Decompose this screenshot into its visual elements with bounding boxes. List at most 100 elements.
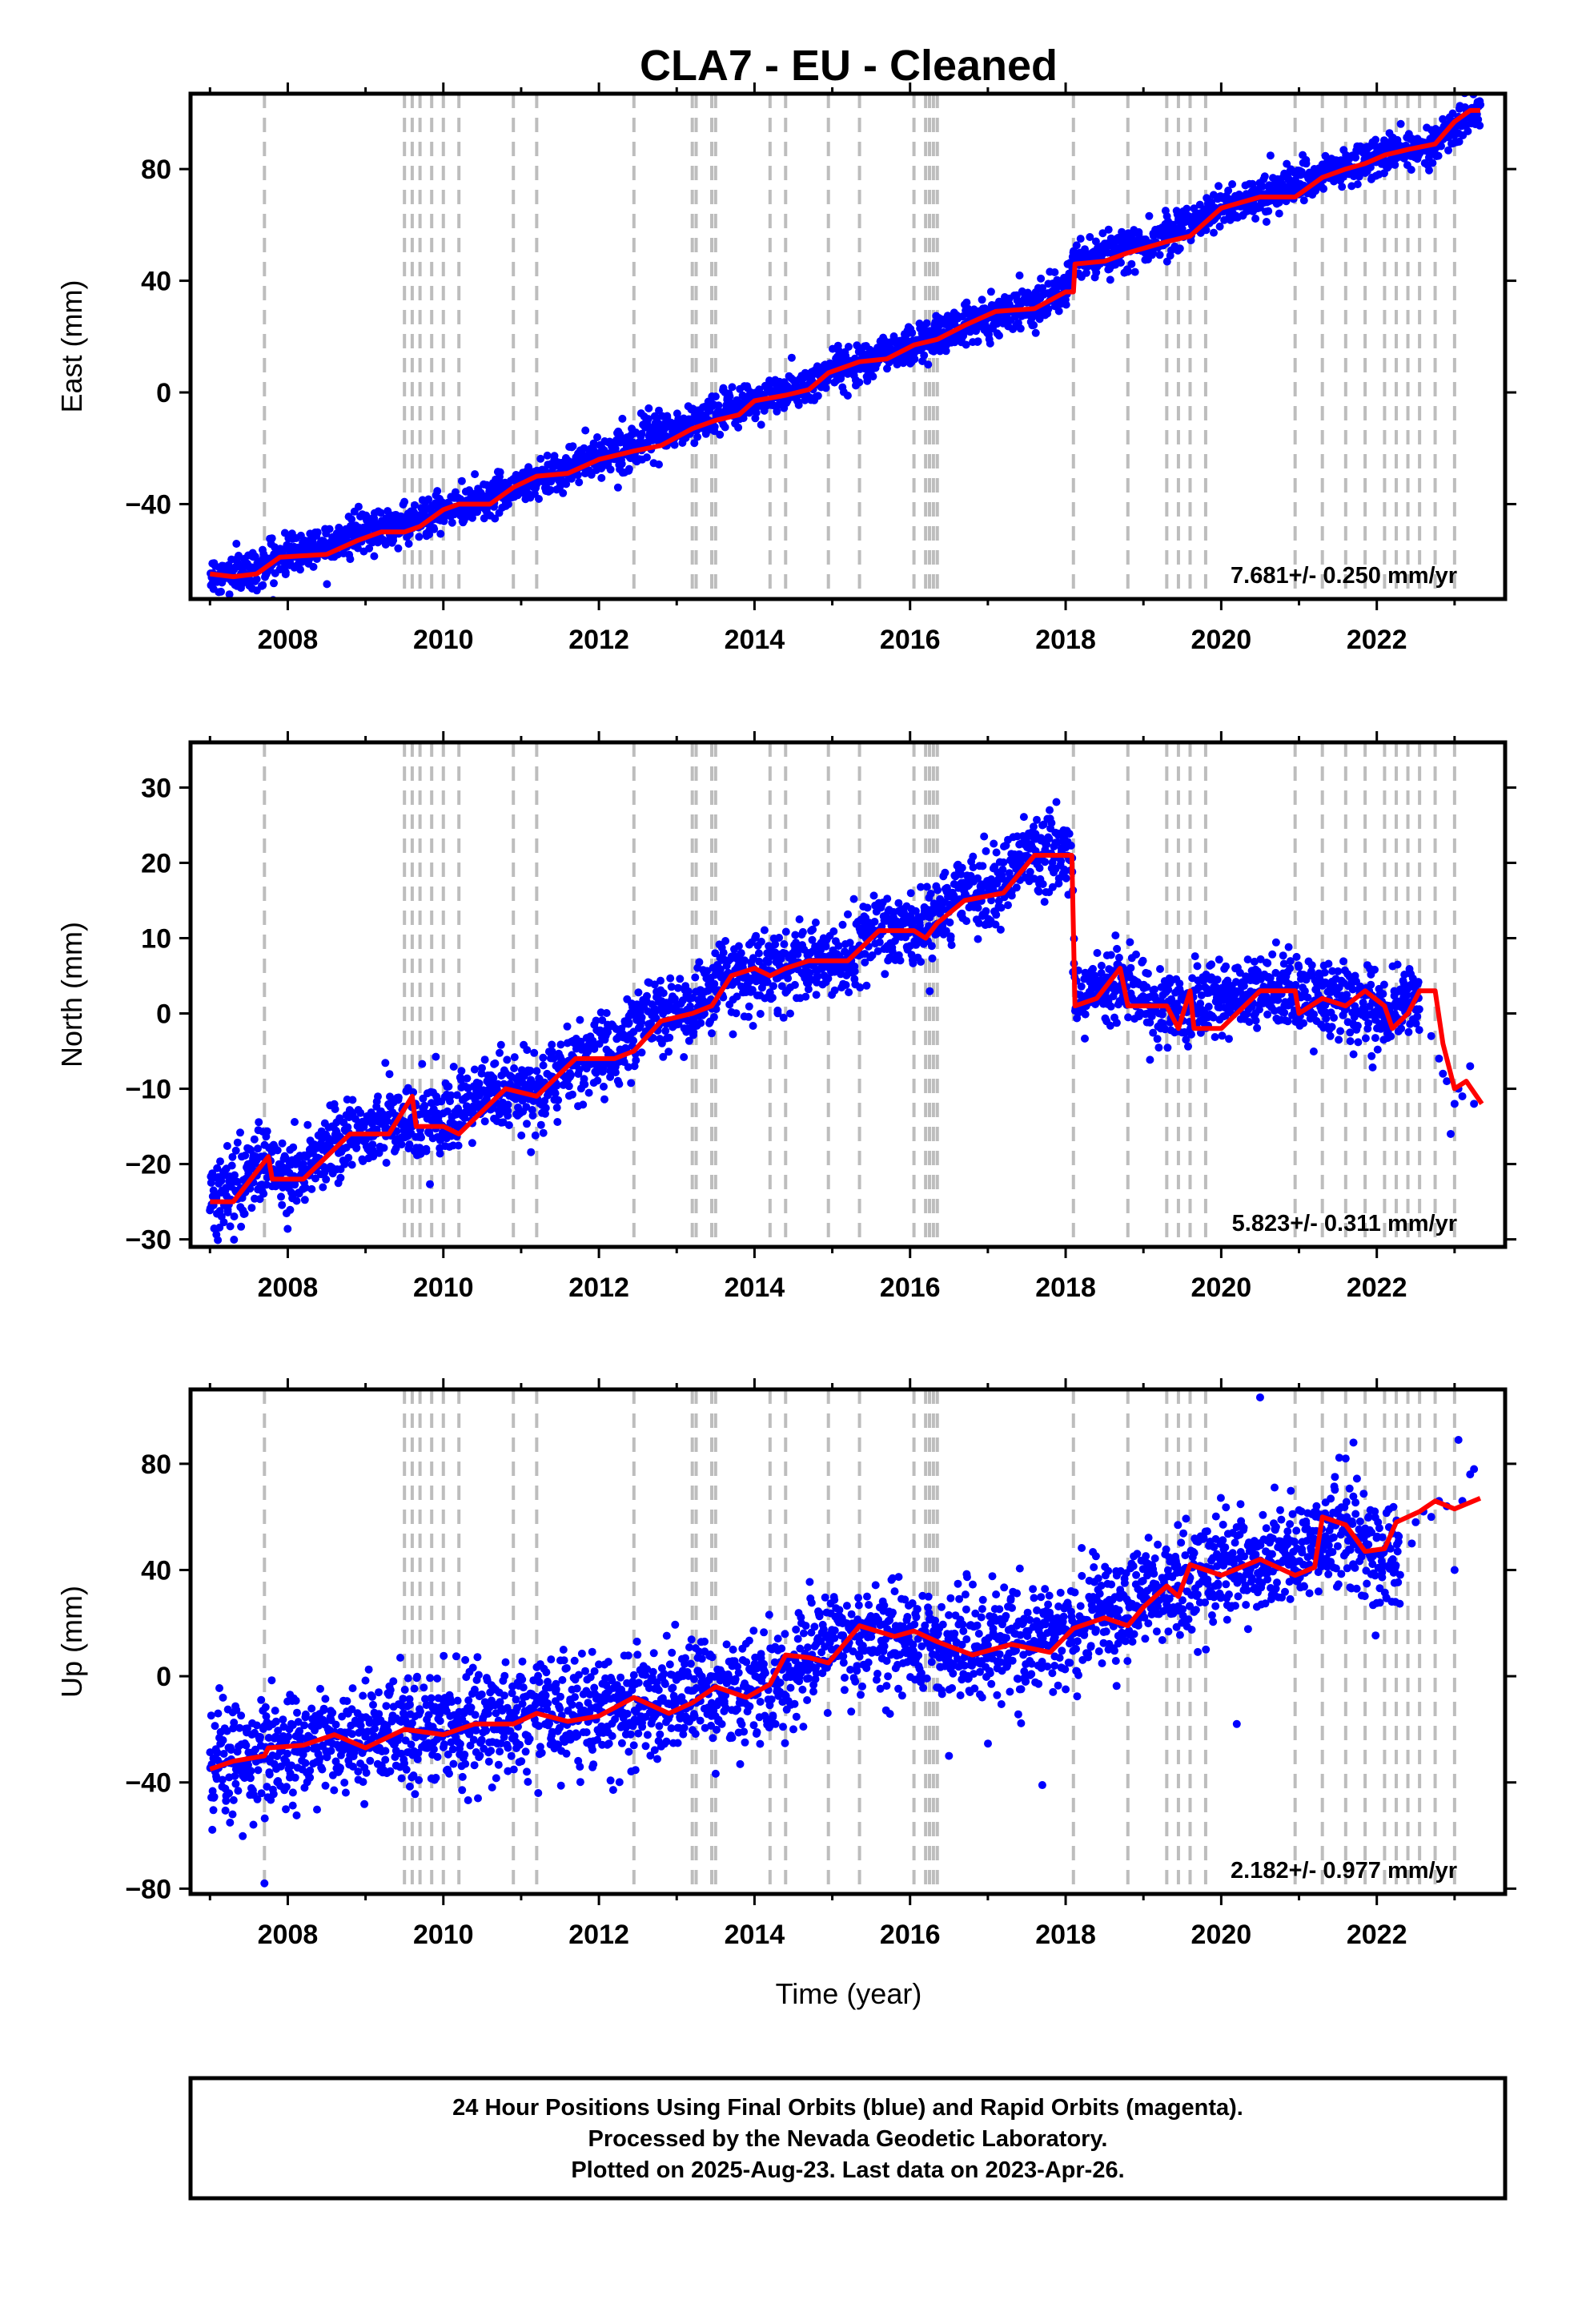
data-point	[1062, 300, 1070, 309]
data-point	[1081, 245, 1089, 254]
data-point	[1143, 969, 1152, 978]
data-point	[548, 1047, 556, 1056]
data-point	[716, 965, 725, 974]
data-point	[1007, 891, 1016, 900]
x-tick-label: 2010	[413, 625, 474, 655]
plot-frame	[188, 91, 1508, 601]
data-point	[300, 1196, 309, 1204]
data-point	[354, 502, 363, 511]
data-point	[716, 430, 725, 439]
data-point	[552, 1081, 561, 1090]
data-point	[922, 883, 931, 891]
data-point	[230, 1236, 239, 1244]
data-point	[1033, 815, 1041, 824]
data-point	[478, 1063, 486, 1072]
data-point	[470, 1065, 479, 1074]
data-point	[1026, 867, 1034, 876]
data-point	[974, 903, 982, 912]
data-point	[1012, 883, 1021, 892]
data-point	[784, 974, 793, 983]
data-point	[697, 1019, 705, 1027]
data-point	[849, 895, 858, 903]
data-point	[946, 918, 954, 927]
data-point	[263, 1127, 271, 1136]
data-point	[813, 362, 821, 371]
data-point	[942, 927, 950, 935]
data-point	[348, 1096, 357, 1104]
data-point	[1034, 887, 1043, 896]
data-point	[728, 383, 737, 392]
data-point	[496, 1040, 505, 1049]
data-point	[764, 958, 773, 967]
data-point	[856, 983, 865, 992]
data-point	[376, 509, 385, 517]
data-point	[1106, 1021, 1114, 1030]
data-point	[986, 287, 995, 296]
data-point	[1228, 180, 1237, 188]
data-point	[602, 1009, 611, 1017]
data-point	[1145, 211, 1154, 220]
data-point	[496, 468, 504, 476]
data-point	[869, 891, 878, 900]
data-point	[418, 1059, 427, 1068]
data-point	[748, 986, 757, 995]
data-point	[982, 907, 990, 915]
data-point	[391, 1144, 400, 1153]
data-point	[496, 1048, 504, 1057]
data-point	[1146, 1055, 1154, 1064]
data-point	[1097, 961, 1106, 970]
data-point	[504, 1107, 512, 1115]
data-point	[548, 1040, 556, 1049]
data-point	[1434, 151, 1443, 160]
data-point	[910, 355, 919, 364]
data-point	[991, 920, 1000, 929]
data-point	[665, 1033, 674, 1042]
data-point	[226, 1222, 235, 1231]
data-point	[844, 343, 853, 351]
data-point	[1126, 938, 1134, 947]
data-point	[368, 1120, 376, 1128]
data-point	[347, 515, 356, 524]
data-point	[969, 863, 978, 871]
data-point	[389, 536, 398, 545]
data-point	[1004, 901, 1012, 910]
data-point	[1204, 1003, 1213, 1011]
data-point	[845, 988, 853, 997]
data-point	[821, 384, 830, 392]
data-point	[503, 1055, 512, 1064]
data-point	[629, 1036, 638, 1045]
data-point	[721, 937, 730, 945]
data-point	[1225, 1035, 1233, 1043]
data-point	[1235, 968, 1244, 977]
data-point	[420, 1101, 429, 1110]
data-point	[600, 1095, 608, 1104]
data-point	[613, 483, 622, 492]
data-point	[240, 1209, 249, 1218]
data-point	[896, 956, 905, 965]
data-point	[708, 1029, 716, 1038]
data-point	[549, 1054, 558, 1063]
data-point	[790, 980, 799, 989]
data-point	[974, 919, 983, 927]
data-point	[1158, 1010, 1166, 1019]
data-point	[383, 1117, 391, 1126]
data-point	[637, 1048, 646, 1057]
data-point	[693, 432, 702, 441]
data-point	[958, 863, 966, 872]
data-point	[1464, 127, 1472, 135]
data-point	[643, 991, 651, 1000]
data-point	[235, 551, 243, 560]
data-point	[213, 1164, 222, 1172]
data-point	[875, 938, 884, 947]
data-point	[795, 915, 804, 923]
data-point	[824, 974, 833, 983]
data-point	[1210, 228, 1218, 237]
x-tick-label: 2014	[725, 625, 785, 655]
data-point	[719, 948, 728, 957]
data-point	[1215, 955, 1223, 964]
data-point	[1218, 1031, 1227, 1040]
data-point	[471, 470, 480, 479]
data-point	[386, 1092, 394, 1101]
data-point	[637, 1013, 646, 1022]
data-point	[1038, 283, 1046, 292]
